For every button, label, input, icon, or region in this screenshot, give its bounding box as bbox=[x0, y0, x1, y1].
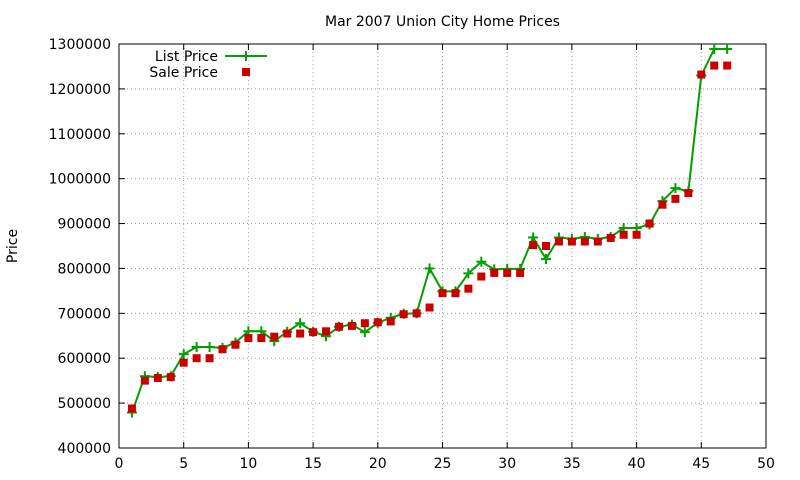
legend-marker bbox=[242, 68, 250, 76]
y-tick-label: 1200000 bbox=[49, 82, 111, 98]
legend-label: List Price bbox=[155, 49, 218, 65]
sale-price-point bbox=[697, 70, 706, 79]
sale-price-point bbox=[205, 354, 214, 363]
sale-price-point bbox=[412, 309, 421, 318]
legend-label: Sale Price bbox=[149, 65, 218, 81]
sale-price-point bbox=[529, 241, 538, 250]
sale-price-point bbox=[554, 237, 563, 246]
sale-price-point bbox=[373, 318, 382, 327]
list-price-point bbox=[541, 254, 552, 265]
sale-price-point bbox=[438, 289, 447, 298]
x-tick-label: 20 bbox=[369, 456, 387, 472]
y-tick-label: 700000 bbox=[58, 306, 111, 322]
sale-price-point bbox=[645, 219, 654, 228]
sale-price-point bbox=[710, 61, 719, 70]
sale-price-point bbox=[257, 334, 266, 343]
sale-price-point bbox=[218, 345, 227, 354]
sale-price-point bbox=[270, 332, 279, 341]
x-tick-label: 35 bbox=[563, 456, 581, 472]
list-price-point bbox=[295, 318, 306, 329]
list-price-point bbox=[191, 342, 202, 352]
y-tick-label: 1000000 bbox=[49, 172, 111, 188]
sale-price-point bbox=[309, 328, 318, 337]
x-tick-label: 10 bbox=[239, 456, 257, 472]
sale-price-point bbox=[192, 354, 201, 363]
sale-price-point bbox=[166, 373, 175, 382]
sale-price-point bbox=[464, 284, 473, 293]
y-tick-label: 1100000 bbox=[49, 127, 111, 143]
sale-price-point bbox=[542, 242, 551, 250]
x-tick-label: 0 bbox=[115, 456, 124, 472]
y-axis: 400000 500000 600000 700000 800000 900000 1000… bbox=[49, 37, 766, 457]
sale-price-point bbox=[684, 189, 693, 198]
list-price-point bbox=[709, 43, 720, 54]
list-price-point bbox=[722, 43, 733, 54]
x-tick-label: 25 bbox=[434, 456, 452, 472]
sale-price-point bbox=[516, 268, 525, 277]
list-price-point bbox=[178, 349, 189, 360]
y-tick-label: 900000 bbox=[58, 217, 111, 233]
sale-price-point bbox=[322, 327, 331, 336]
series-layer bbox=[126, 43, 733, 418]
sale-price-point bbox=[567, 237, 576, 246]
x-tick-label: 40 bbox=[628, 456, 646, 472]
x-tick-label: 45 bbox=[692, 456, 710, 472]
list-price-point bbox=[424, 263, 435, 274]
sale-price-series bbox=[127, 61, 732, 413]
list-price-point bbox=[359, 327, 370, 338]
sale-price-point bbox=[386, 317, 395, 326]
y-tick-label: 400000 bbox=[58, 441, 111, 457]
y-tick-label: 1300000 bbox=[49, 37, 111, 53]
sale-price-point bbox=[127, 404, 136, 413]
sale-price-point bbox=[451, 289, 460, 298]
list-price-point bbox=[670, 183, 681, 194]
sale-price-point bbox=[490, 268, 499, 277]
sale-price-point bbox=[619, 230, 628, 239]
x-axis: 0 5 10 15 20 25 30 35 40 45 50 bbox=[115, 44, 775, 472]
sale-price-point bbox=[632, 230, 641, 239]
sale-price-point bbox=[399, 310, 408, 319]
sale-price-point bbox=[244, 334, 253, 343]
sale-price-point bbox=[231, 340, 240, 349]
sale-price-point bbox=[723, 61, 732, 70]
sale-price-point bbox=[580, 237, 589, 246]
legend-marker bbox=[241, 51, 251, 61]
sale-price-point bbox=[179, 358, 188, 367]
x-tick-label: 50 bbox=[757, 456, 775, 472]
sale-price-point bbox=[360, 319, 369, 328]
legend-item-list-price: List Price bbox=[155, 49, 267, 65]
sale-price-point bbox=[153, 373, 162, 382]
sale-price-point bbox=[296, 329, 305, 338]
list-price-point bbox=[463, 268, 474, 279]
x-tick-label: 15 bbox=[304, 456, 322, 472]
sale-price-point bbox=[503, 268, 512, 277]
y-tick-label: 800000 bbox=[58, 261, 111, 277]
sale-price-point bbox=[283, 329, 292, 338]
list-price-point bbox=[476, 256, 487, 267]
sale-price-point bbox=[658, 200, 667, 209]
chart-title: Mar 2007 Union City Home Prices bbox=[325, 14, 560, 30]
x-tick-label: 5 bbox=[179, 456, 188, 472]
x-tick-label: 30 bbox=[498, 456, 516, 472]
legend-item-sale-price: Sale Price bbox=[149, 65, 250, 81]
list-price-point bbox=[528, 232, 539, 243]
grid bbox=[119, 44, 766, 448]
sale-price-point bbox=[140, 376, 149, 385]
sale-price-point bbox=[425, 303, 434, 312]
sale-price-point bbox=[347, 321, 356, 330]
list-price-point bbox=[204, 342, 215, 352]
sale-price-point bbox=[593, 237, 602, 246]
sale-price-point bbox=[334, 322, 343, 331]
sale-price-point bbox=[606, 233, 615, 242]
sale-price-point bbox=[671, 194, 680, 203]
y-tick-label: 500000 bbox=[58, 396, 111, 412]
y-axis-label: Price bbox=[5, 229, 21, 263]
y-tick-label: 600000 bbox=[58, 351, 111, 367]
sale-price-point bbox=[477, 272, 486, 281]
